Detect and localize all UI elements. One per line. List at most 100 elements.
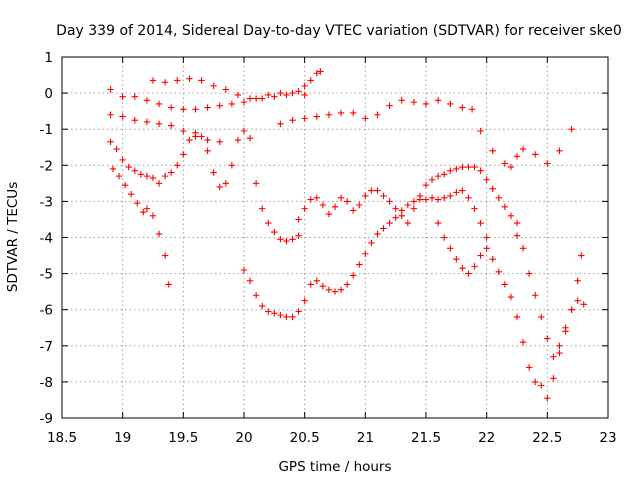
data-point xyxy=(580,301,587,308)
data-point xyxy=(277,120,284,127)
data-point xyxy=(325,111,333,118)
data-point xyxy=(453,255,460,263)
data-point xyxy=(143,118,151,126)
data-point xyxy=(259,302,266,310)
data-point xyxy=(271,93,278,100)
data-point xyxy=(331,203,339,211)
data-point xyxy=(422,181,430,189)
data-point xyxy=(568,126,575,133)
data-point xyxy=(374,187,381,194)
data-point xyxy=(246,277,254,285)
data-point xyxy=(252,292,260,299)
data-point xyxy=(483,234,490,241)
data-point xyxy=(343,198,351,205)
data-point xyxy=(149,174,157,182)
y-tick-label: -5 xyxy=(40,267,53,283)
data-point xyxy=(410,98,418,106)
y-tick-label: -6 xyxy=(40,303,53,319)
y-tick-label: 1 xyxy=(44,50,53,66)
data-point xyxy=(222,180,229,187)
data-point xyxy=(149,212,157,220)
data-point xyxy=(386,219,393,227)
data-point xyxy=(319,201,327,209)
data-point xyxy=(325,286,333,294)
data-point xyxy=(501,203,509,211)
data-point xyxy=(507,163,515,171)
data-point xyxy=(119,156,126,164)
data-point xyxy=(216,102,223,109)
data-point xyxy=(368,187,375,194)
data-point xyxy=(115,172,123,180)
data-point xyxy=(277,236,284,243)
data-point xyxy=(416,196,424,203)
data-point xyxy=(532,378,539,386)
data-point xyxy=(468,106,476,113)
data-point xyxy=(434,196,442,203)
data-point xyxy=(259,95,266,102)
x-tick-label: 21.5 xyxy=(411,430,441,446)
data-point xyxy=(295,88,302,95)
data-point xyxy=(477,167,484,174)
data-point xyxy=(289,116,296,124)
data-point xyxy=(578,252,585,259)
data-point xyxy=(283,91,290,99)
data-point xyxy=(459,104,466,111)
x-tick-label: 20.5 xyxy=(290,430,320,446)
data-point xyxy=(532,292,539,299)
series-track-7 xyxy=(109,165,172,288)
data-point xyxy=(301,297,308,304)
data-point xyxy=(192,106,199,113)
data-point xyxy=(319,283,327,290)
data-point xyxy=(216,183,223,191)
y-tick-label: -2 xyxy=(40,158,53,174)
data-point xyxy=(489,255,496,263)
data-point xyxy=(471,205,478,212)
data-point xyxy=(119,113,126,120)
data-point xyxy=(489,147,496,155)
data-point xyxy=(168,122,175,129)
data-point xyxy=(550,353,557,360)
data-point xyxy=(459,264,466,272)
data-point xyxy=(143,172,151,180)
data-point xyxy=(277,311,284,319)
data-point xyxy=(228,162,236,169)
data-point xyxy=(453,189,460,196)
data-point xyxy=(465,194,472,201)
data-point xyxy=(501,160,509,167)
data-point xyxy=(513,153,521,160)
data-point xyxy=(204,104,211,111)
data-point xyxy=(441,234,448,241)
data-point xyxy=(471,263,478,270)
data-point xyxy=(501,281,509,288)
data-point xyxy=(271,228,278,236)
data-point xyxy=(109,165,117,173)
data-point xyxy=(240,266,248,274)
x-tick-label: 22 xyxy=(478,430,495,446)
data-point xyxy=(301,82,308,90)
data-point xyxy=(562,328,569,335)
data-point xyxy=(107,111,114,118)
data-point xyxy=(507,293,515,301)
x-tick-label: 19.5 xyxy=(168,430,198,446)
data-point xyxy=(337,109,345,117)
data-point xyxy=(174,162,181,169)
data-point xyxy=(374,111,381,118)
series-track-9 xyxy=(295,163,521,227)
data-point xyxy=(271,310,278,317)
data-point xyxy=(168,169,175,176)
data-point xyxy=(246,95,254,102)
x-axis-label: GPS time / hours xyxy=(278,459,391,475)
data-point xyxy=(107,138,114,146)
x-tick-label: 20 xyxy=(235,430,252,446)
data-point xyxy=(240,127,248,135)
data-point xyxy=(313,277,320,285)
data-point xyxy=(477,219,484,227)
gridlines xyxy=(62,57,608,418)
data-point xyxy=(131,93,138,100)
data-point xyxy=(234,136,242,144)
data-point xyxy=(544,394,551,402)
data-point xyxy=(131,167,138,174)
data-point xyxy=(222,86,229,93)
data-point xyxy=(538,382,545,389)
data-point xyxy=(313,70,320,77)
